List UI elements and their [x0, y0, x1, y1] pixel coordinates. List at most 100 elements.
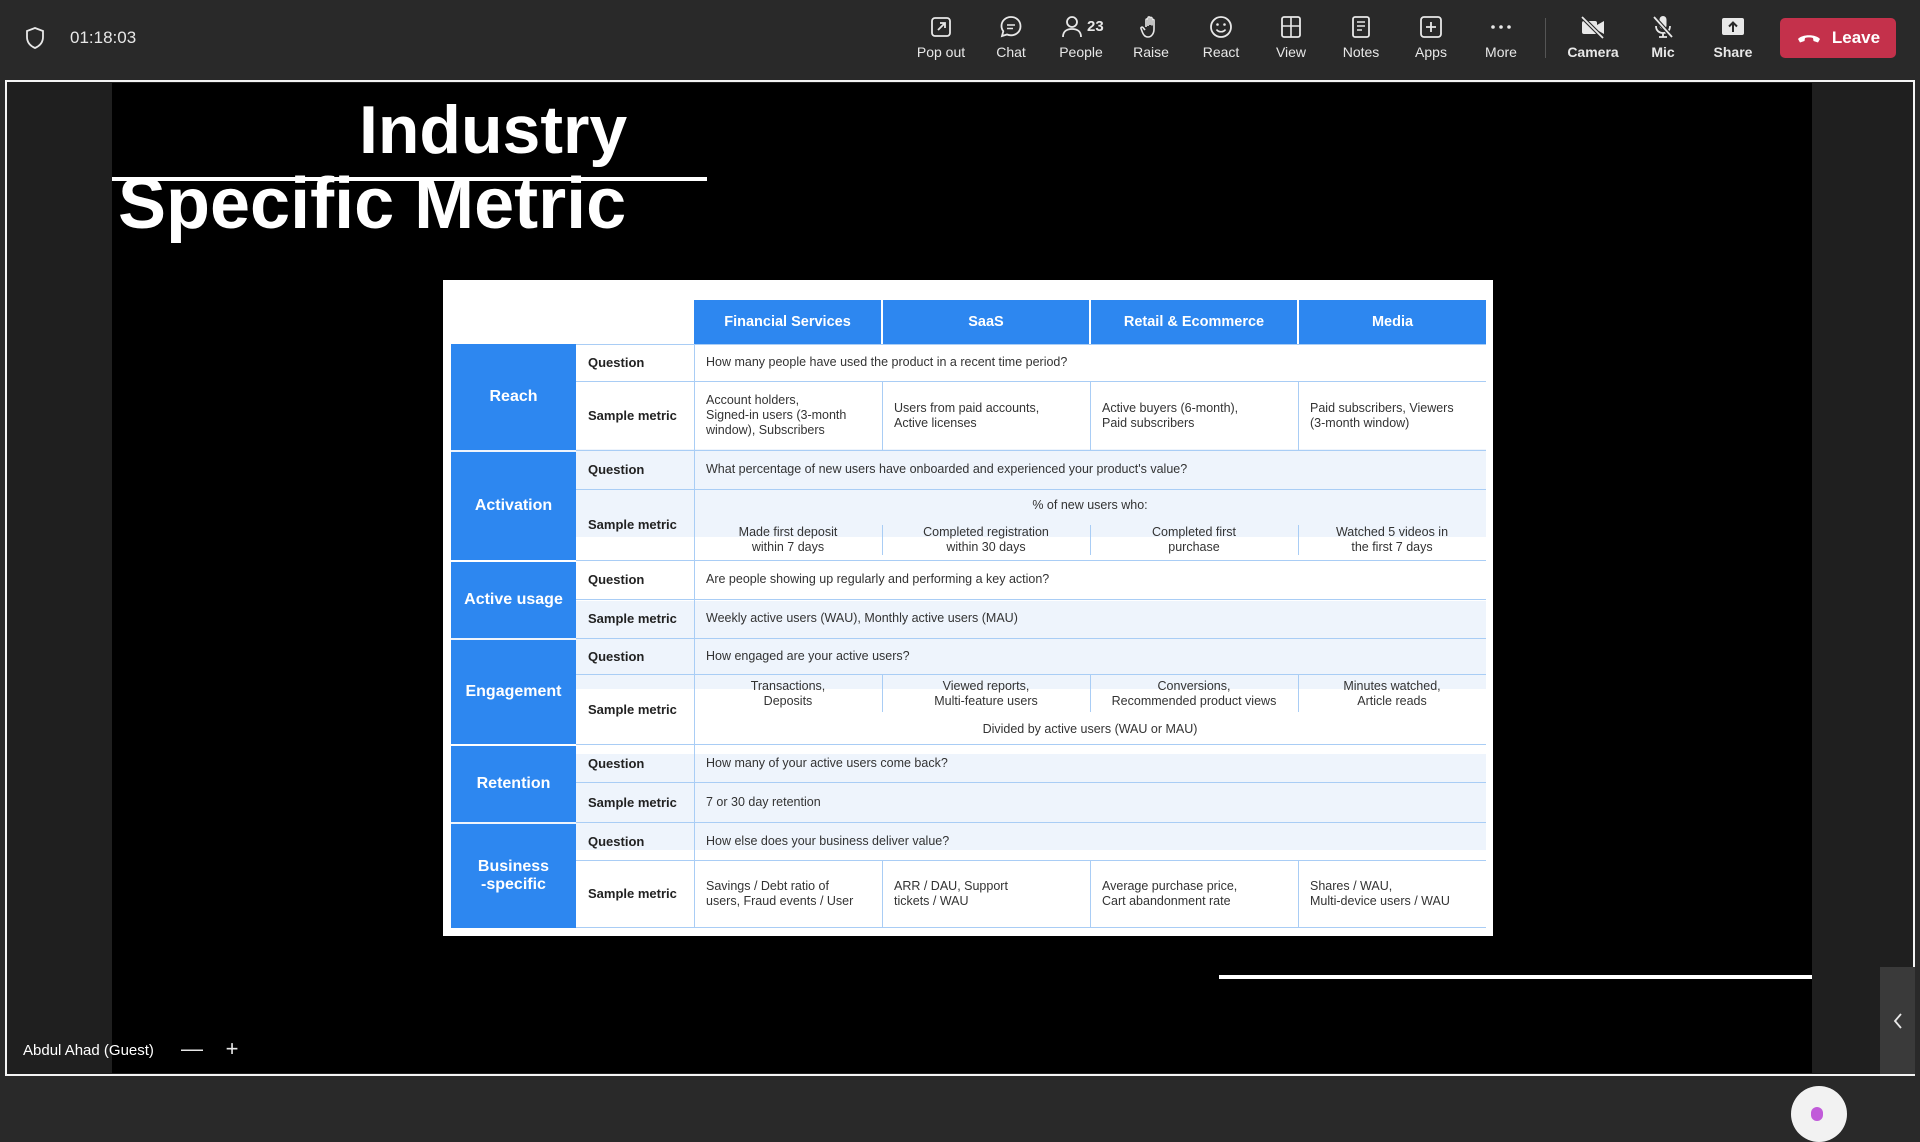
grid-line [882, 860, 883, 927]
engagement-metric-financial: Transactions, Deposits [750, 679, 826, 708]
row-label-question: Question [588, 648, 645, 664]
grid-line [1298, 674, 1299, 712]
activation-metric-saas: Completed registration within 30 days [923, 525, 1049, 554]
engagement-metric-media: Minutes watched, Article reads [1343, 679, 1441, 708]
zoom-in-button[interactable]: + [225, 1036, 239, 1061]
presenter-avatar-bubble[interactable] [1791, 1086, 1847, 1142]
share-screen-icon [1722, 18, 1744, 35]
people-label: People [1059, 44, 1103, 60]
grid-line [882, 381, 883, 450]
participant-name-tag: Abdul Ahad (Guest) [23, 1041, 154, 1059]
activation-metric-retail: Completed first purchase [1151, 525, 1237, 554]
row-label-question: Question [588, 355, 645, 370]
mic-off-icon [1652, 15, 1674, 39]
share-button[interactable]: Share [1698, 12, 1768, 68]
activation-metric-media: Watched 5 videos in the first 7 days [1335, 525, 1449, 554]
mic-button[interactable]: Mic [1628, 12, 1698, 68]
grid-line [882, 525, 883, 555]
zoom-out-button[interactable]: — [181, 1036, 203, 1061]
row-label-sample-metric: Sample metric [588, 611, 677, 626]
view-button[interactable]: View [1256, 12, 1326, 68]
activation-row-bg [451, 449, 1486, 537]
metrics-grid: Financial Services SaaS Retail & Ecommer… [451, 288, 1486, 928]
add-app-icon [1420, 16, 1442, 38]
grid-line [576, 860, 1486, 861]
side-panel-toggle[interactable] [1880, 967, 1915, 1074]
chat-icon [1000, 16, 1022, 38]
raise-hand-button[interactable]: Raise [1116, 12, 1186, 68]
grid-line [576, 822, 1486, 823]
col-header-media: Media [1299, 300, 1486, 344]
presentation-slide: Industry Specific Metric Financial Servi… [112, 83, 1812, 1073]
activation-question: What percentage of new users have onboar… [706, 462, 1188, 476]
category-retention: Retention [451, 746, 576, 822]
more-button[interactable]: More [1466, 12, 1536, 68]
col-header-retail: Retail & Ecommerce [1091, 300, 1297, 344]
more-label: More [1485, 44, 1517, 60]
grid-line [576, 489, 1486, 490]
grid-line [576, 560, 1486, 561]
retention-question: How many of your active users come back? [706, 755, 948, 770]
business-metric-saas: ARR / DAU, Support tickets / WAU [894, 878, 1008, 908]
popout-label: Pop out [916, 44, 966, 60]
camera-off-icon [1580, 15, 1605, 40]
category-active-usage: Active usage [451, 562, 576, 638]
people-icon [1062, 16, 1082, 38]
active-usage-metric: Weekly active users (WAU), Monthly activ… [706, 611, 1018, 625]
leave-button[interactable]: Leave [1780, 18, 1896, 58]
row-label-question: Question [588, 572, 645, 587]
activation-metric-financial: Made first deposit within 7 days [738, 525, 838, 554]
grid-line [882, 674, 883, 712]
popout-icon [931, 17, 951, 37]
row-label-sample-metric: Sample metric [588, 701, 677, 717]
popout-button[interactable]: Pop out [906, 12, 976, 68]
meeting-timer: 01:18:03 [70, 28, 137, 47]
reach-question: How many people have used the product in… [706, 355, 1068, 369]
grid-line [1090, 860, 1091, 927]
raise-label: Raise [1133, 44, 1169, 60]
shared-screen-stage: Industry Specific Metric Financial Servi… [5, 80, 1915, 1142]
grid-line [576, 599, 1486, 600]
notes-button[interactable]: Notes [1326, 12, 1396, 68]
grid-line [1298, 381, 1299, 450]
apps-button[interactable]: Apps [1396, 12, 1466, 68]
business-metric-media: Shares / WAU, Multi-device users / WAU [1310, 878, 1450, 908]
business-row-bg [451, 754, 1486, 850]
grid-line [576, 638, 1486, 639]
react-label: React [1202, 44, 1240, 60]
reach-metric-financial: Account holders, Signed-in users (3-mont… [706, 393, 847, 437]
avatar-dot-icon [1811, 1107, 1823, 1121]
notes-label: Notes [1342, 44, 1380, 60]
react-button[interactable]: React [1186, 12, 1256, 68]
grid-line [576, 381, 1486, 382]
raise-hand-icon [1140, 16, 1155, 38]
camera-button[interactable]: Camera [1558, 12, 1628, 68]
row-label-sample-metric: Sample metric [588, 517, 677, 532]
more-dots-icon [1491, 25, 1511, 29]
reach-metric-retail: Active buyers (6-month), Paid subscriber… [1102, 400, 1239, 430]
category-activation: Activation [451, 452, 576, 560]
title-underline [112, 177, 707, 181]
category-business-specific: Business -specific [451, 824, 576, 928]
view-label: View [1275, 44, 1307, 60]
shield-icon[interactable] [24, 26, 46, 50]
apps-label: Apps [1415, 44, 1447, 60]
col-header-saas: SaaS [883, 300, 1089, 344]
slide-title-line1: Industry [359, 92, 628, 168]
notes-icon [1352, 16, 1370, 38]
grid-line [1298, 860, 1299, 927]
grid-line [576, 927, 1486, 928]
chat-button[interactable]: Chat [976, 12, 1046, 68]
metrics-table: Financial Services SaaS Retail & Ecommer… [443, 280, 1493, 936]
slide-title-line2: Specific Metric [118, 164, 627, 244]
row-label-question: Question [588, 755, 645, 771]
engagement-metric-saas: Viewed reports, Multi-feature users [934, 679, 1038, 708]
engagement-footer: Divided by active users (WAU or MAU) [982, 721, 1198, 736]
people-button[interactable]: 23 People [1046, 12, 1116, 68]
col-header-financial: Financial Services [694, 300, 881, 344]
meeting-toolbar: 01:18:03 Pop out Chat 23 People Raise Re… [0, 0, 1920, 78]
category-reach: Reach [451, 344, 576, 450]
retention-metric: 7 or 30 day retention [706, 794, 821, 809]
grid-line [1090, 674, 1091, 712]
engagement-question: How engaged are your active users? [706, 648, 910, 663]
